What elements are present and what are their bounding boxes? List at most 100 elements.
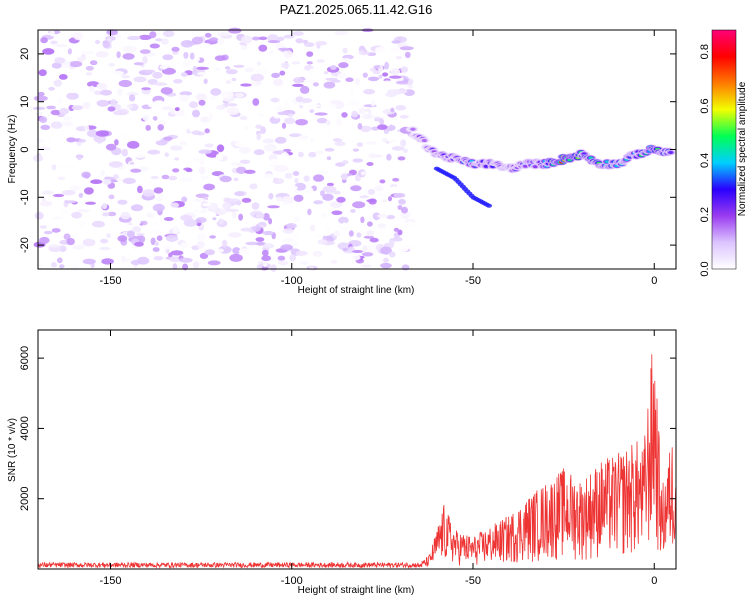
noise-blob [150,175,159,180]
noise-blob [225,69,238,75]
y-tick-label: 10 [19,96,31,108]
noise-blob [250,73,264,82]
colorbar-label: Normalized spectral amplitude [737,81,748,216]
noise-blob [77,154,82,161]
noise-blob [39,116,48,123]
noise-blob [239,115,248,121]
colorbar-tick-label: 0.2 [699,207,711,222]
noise-blob [281,152,289,159]
noise-blob [322,185,337,193]
noise-blob [94,90,102,96]
noise-blob [149,229,163,234]
noise-blob [299,260,309,265]
noise-blob [148,102,157,108]
noise-blob [116,51,121,59]
noise-blob [61,189,76,196]
noise-blob [160,87,173,95]
noise-blob [39,200,53,207]
noise-blob [271,72,280,78]
noise-blob [180,72,188,77]
noise-blob [252,98,260,106]
noise-blob [59,264,65,269]
noise-blob [48,57,57,63]
noise-blob [58,74,68,80]
noise-blob [378,74,383,79]
y-tick-label: 0 [19,146,31,152]
noise-blob [339,133,345,140]
noise-blob [390,68,401,75]
noise-blob [46,105,56,110]
noise-blob [222,239,228,248]
noise-blob [192,261,200,269]
noise-blob [86,129,99,138]
noise-blob [312,250,323,257]
noise-blob [228,232,242,238]
noise-blob [362,114,374,120]
noise-blob [356,232,362,238]
noise-blob [95,39,100,45]
noise-blob [133,62,144,66]
noise-blob [268,218,273,225]
noise-blob [114,139,119,146]
noise-blob [324,148,335,152]
noise-blob [71,105,83,111]
noise-blob [273,115,280,119]
noise-blob [191,130,202,135]
snr-y-axis-label: SNR (10 * v/v) [7,418,18,482]
noise-blob [178,94,190,103]
noise-blob [372,70,381,75]
noise-blob [341,112,348,118]
noise-blob [48,139,53,143]
noise-blob [255,81,262,86]
noise-blob [351,110,359,118]
noise-blob [312,82,319,87]
noise-blob [334,30,349,36]
noise-blob [196,240,205,249]
noise-blob [390,107,395,113]
noise-blob [269,158,279,166]
noise-blob [358,107,367,114]
noise-blob [249,183,258,190]
noise-blob [40,124,51,130]
noise-blob [344,37,350,43]
noise-blob [93,134,107,143]
colorbar-tick-label: 0.4 [699,153,711,168]
noise-blob [306,61,313,65]
noise-blob [85,65,94,71]
noise-blob [173,79,183,84]
x-tick-label: -50 [465,575,481,587]
noise-blob [195,93,207,101]
noise-blob [262,173,275,180]
noise-blob [386,153,392,161]
noise-blob [217,32,231,37]
noise-blob [393,89,408,94]
noise-blob [316,43,321,49]
noise-blob [214,67,220,72]
noise-blob [183,51,189,59]
noise-blob [363,88,375,95]
noise-blob [304,42,315,48]
noise-blob [172,168,180,173]
noise-blob [334,141,346,146]
noise-blob [120,211,131,220]
noise-blob [359,195,369,199]
noise-blob [393,227,399,232]
noise-blob [170,250,184,256]
noise-blob [162,245,173,250]
noise-blob [66,88,78,94]
noise-blob [127,35,141,41]
noise-blob [172,51,179,55]
noise-blob [234,191,245,196]
noise-blob [156,197,163,202]
noise-blob [142,189,155,197]
noise-blob [282,228,294,235]
noise-blob [262,138,275,144]
noise-blob [182,60,192,68]
noise-blob [69,61,83,68]
noise-blob [43,230,53,235]
noise-blob [292,83,304,87]
noise-blob [241,197,252,203]
noise-blob [228,27,242,34]
y-tick-label: 6000 [19,346,31,370]
